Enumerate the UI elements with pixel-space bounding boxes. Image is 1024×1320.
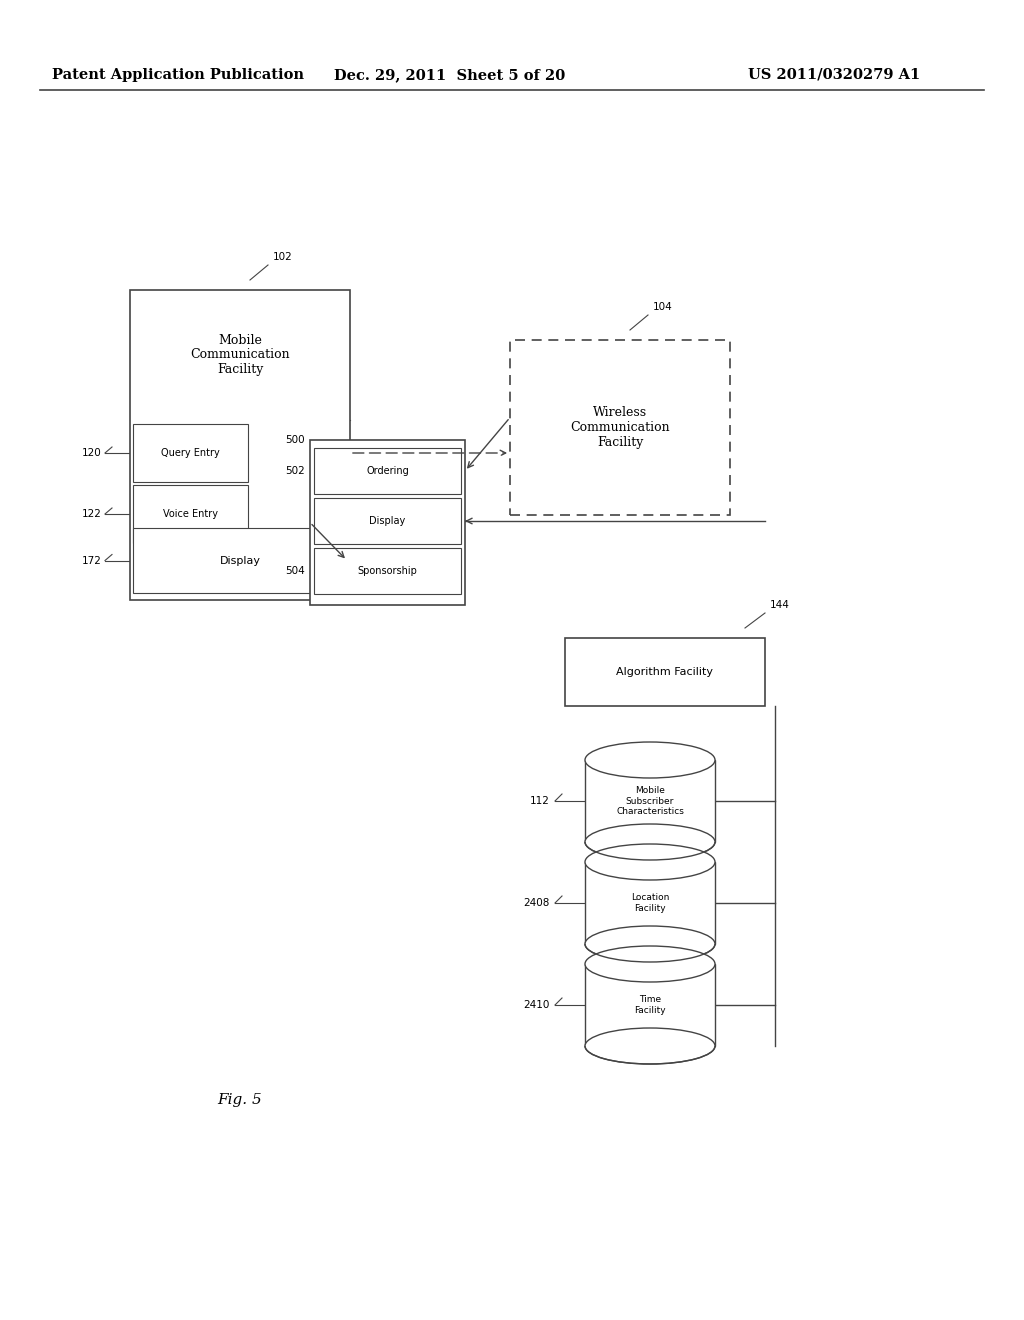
Text: 120: 120 [82, 447, 102, 458]
Bar [585, 862, 715, 944]
Text: 500: 500 [286, 436, 305, 445]
Text: 104: 104 [653, 302, 673, 312]
Text: Wireless
Communication
Facility: Wireless Communication Facility [570, 407, 670, 449]
Bar [585, 760, 715, 842]
Text: 504: 504 [286, 566, 305, 576]
Text: 2410: 2410 [523, 1001, 550, 1010]
Text: US 2011/0320279 A1: US 2011/0320279 A1 [748, 69, 920, 82]
Bar [314, 548, 461, 594]
Ellipse shape [585, 742, 715, 777]
Bar [133, 528, 347, 593]
Text: Time
Facility: Time Facility [634, 995, 666, 1015]
Text: 172: 172 [82, 556, 102, 565]
Text: 122: 122 [82, 510, 102, 519]
Text: Ordering: Ordering [367, 466, 409, 477]
Text: Mobile
Communication
Facility: Mobile Communication Facility [190, 334, 290, 376]
Bar [314, 498, 461, 544]
Bar [133, 484, 248, 543]
Text: 502: 502 [286, 466, 305, 477]
Bar [510, 341, 730, 515]
Text: Voice Entry: Voice Entry [163, 510, 218, 519]
Text: Sponsorship: Sponsorship [357, 566, 418, 576]
Text: Display: Display [219, 556, 260, 565]
Text: 144: 144 [770, 601, 790, 610]
Text: Fig. 5: Fig. 5 [218, 1093, 262, 1107]
Bar [133, 424, 248, 482]
Text: Algorithm Facility: Algorithm Facility [616, 667, 714, 677]
Text: 112: 112 [530, 796, 550, 807]
Bar [565, 638, 765, 706]
Text: Display: Display [370, 516, 406, 525]
Bar [314, 447, 461, 494]
Ellipse shape [585, 946, 715, 982]
Text: Dec. 29, 2011  Sheet 5 of 20: Dec. 29, 2011 Sheet 5 of 20 [335, 69, 565, 82]
Bar [130, 290, 350, 601]
Text: Query Entry: Query Entry [161, 447, 220, 458]
Bar [585, 964, 715, 1045]
Ellipse shape [585, 1028, 715, 1064]
Text: Location
Facility: Location Facility [631, 894, 670, 912]
Ellipse shape [585, 824, 715, 861]
Text: 102: 102 [273, 252, 293, 261]
Ellipse shape [585, 927, 715, 962]
Ellipse shape [585, 843, 715, 880]
Text: Mobile
Subscriber
Characteristics: Mobile Subscriber Characteristics [616, 787, 684, 816]
Text: Patent Application Publication: Patent Application Publication [52, 69, 304, 82]
Text: 2408: 2408 [523, 898, 550, 908]
Bar [310, 440, 465, 605]
